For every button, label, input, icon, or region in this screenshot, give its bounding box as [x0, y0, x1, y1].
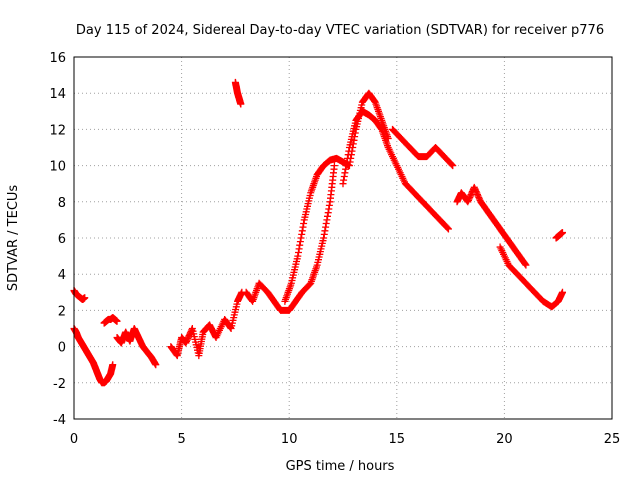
y-tick-label: 12 — [49, 123, 66, 138]
data-points — [70, 78, 567, 387]
series-satellite-track-6 — [231, 78, 245, 108]
grid-lines — [74, 57, 612, 419]
y-tick-label: 6 — [58, 232, 66, 247]
series-satellite-track-2 — [70, 325, 117, 387]
series-satellite-track-8 — [281, 89, 392, 305]
x-tick-label: 5 — [177, 432, 185, 447]
x-tick-label: 10 — [281, 432, 298, 447]
series-satellite-track-3 — [100, 314, 121, 327]
y-tick-label: 4 — [58, 268, 66, 283]
series-satellite-track-10 — [388, 125, 457, 170]
series-satellite-track-5 — [167, 288, 246, 360]
y-tick-label: 16 — [49, 51, 66, 66]
x-axis-label: GPS time / hours — [286, 459, 395, 474]
x-tick-labels: 0 5 10 15 20 25 — [70, 432, 620, 447]
y-axis-label: SDTVAR / TECUs — [6, 185, 21, 292]
plot-frame — [73, 56, 613, 420]
y-tick-label: 8 — [58, 196, 66, 211]
x-tick-label: 0 — [70, 432, 78, 447]
y-tick-label: -4 — [53, 413, 66, 428]
y-tick-label: 0 — [58, 341, 66, 356]
data-point-trail — [70, 325, 116, 387]
data-point-trail — [552, 229, 566, 242]
data-point-trail — [100, 314, 121, 327]
data-point-trail — [497, 245, 566, 310]
data-point-trail — [389, 126, 456, 169]
data-point-trail — [243, 165, 338, 314]
data-point-trail — [114, 325, 159, 368]
y-tick-label: 10 — [49, 160, 66, 175]
y-tick-label: 2 — [58, 304, 66, 319]
x-tick-label: 15 — [389, 432, 406, 447]
x-tick-label: 25 — [604, 432, 621, 447]
series-satellite-track-1 — [70, 286, 89, 304]
series-satellite-track-9 — [339, 107, 452, 233]
y-tick-labels: -4 -2 0 2 4 6 8 10 12 14 16 — [49, 51, 66, 428]
series-satellite-track-12 — [496, 243, 567, 311]
x-tick-label: 20 — [496, 432, 513, 447]
series-satellite-track-13 — [552, 229, 567, 242]
series-satellite-track-7 — [242, 162, 338, 314]
y-tick-label: 14 — [49, 87, 66, 102]
data-point-trail — [282, 90, 391, 303]
y-tick-label: -2 — [53, 377, 66, 392]
series-satellite-track-11 — [453, 183, 530, 269]
chart-title: Day 115 of 2024, Sidereal Day-to-day VTE… — [76, 23, 604, 38]
data-point-trail — [168, 289, 245, 359]
data-point-trail — [454, 185, 529, 268]
series-satellite-track-4 — [113, 325, 160, 369]
data-point-trail — [232, 79, 245, 108]
data-point-trail — [340, 108, 452, 232]
